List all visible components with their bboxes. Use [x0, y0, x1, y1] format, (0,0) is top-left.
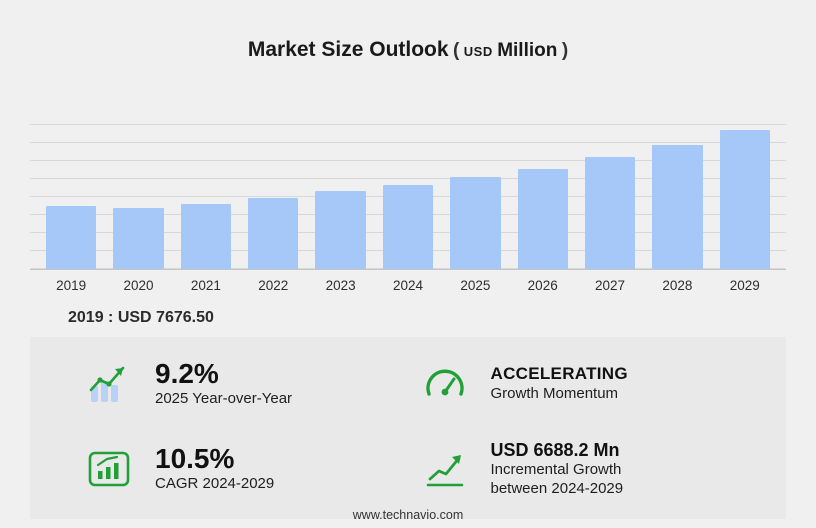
- plot-area: [30, 124, 786, 270]
- bar-col-2025: [450, 124, 501, 269]
- stat-incremental: USD 6688.2 Mn Incremental Growth between…: [421, 439, 757, 499]
- title-unit: Million: [497, 40, 558, 61]
- title-text: Market Size Outlook: [247, 38, 449, 61]
- stats-panel: 9.2% 2025 Year-over-Year ACCELERATING Gr…: [30, 337, 786, 519]
- bar-col-2026: [517, 124, 568, 269]
- website-url: www.technavio.com: [352, 508, 464, 522]
- x-tick-2021: 2021: [190, 278, 221, 293]
- bar-2026: [517, 168, 568, 269]
- momentum-label: Growth Momentum: [490, 384, 619, 402]
- bar-2022: [248, 197, 299, 269]
- bar-col-2029: [719, 124, 770, 269]
- x-tick-2024: 2024: [392, 278, 423, 293]
- title-paren-open: (: [453, 40, 460, 61]
- yoy-value: 9.2%: [155, 358, 219, 389]
- x-tick-2029: 2029: [729, 278, 760, 293]
- x-tick-2020: 2020: [123, 278, 154, 293]
- bar-2024: [382, 184, 434, 269]
- speedometer-icon: [421, 360, 469, 408]
- bar-col-2024: [382, 124, 434, 269]
- x-tick-2027: 2027: [595, 278, 626, 293]
- momentum-value: ACCELERATING: [490, 364, 628, 384]
- x-axis-labels: 2019 2020 2021 2022 2023 2024 2025 2026 2027 2028…: [30, 270, 786, 293]
- cagr-value: 10.5%: [155, 442, 235, 474]
- bar-col-2021: [180, 124, 232, 269]
- incremental-label: Incremental Growth between 2024-2029: [490, 461, 624, 497]
- bar-2019: [46, 206, 97, 269]
- growth-line-icon: [421, 445, 469, 493]
- bar-chart: 2019 2020 2021 2022 2023 2024 2025 2026 2027 2028…: [30, 124, 786, 293]
- cagr-chart-icon: [85, 445, 133, 493]
- bar-col-2022: [248, 124, 299, 269]
- stat-cagr: 10.5% CAGR 2024-2029: [85, 439, 421, 499]
- bar-2021: [180, 204, 232, 269]
- bar-col-2028: [652, 124, 703, 269]
- bar-col-2020: [113, 124, 164, 269]
- bar-2025: [450, 177, 501, 269]
- x-tick-2028: 2028: [662, 278, 693, 293]
- yoy-label: 2025 Year-over-Year: [155, 389, 293, 407]
- title-currency: USD: [463, 44, 493, 59]
- bar-2023: [315, 190, 366, 269]
- x-tick-2019: 2019: [56, 278, 87, 293]
- yoy-bar-chart-icon: [85, 360, 133, 408]
- x-tick-2026: 2026: [527, 278, 558, 293]
- bar-col-2023: [315, 124, 366, 269]
- bar-2029: [719, 130, 770, 269]
- bar-2028: [652, 144, 703, 269]
- stat-yoy: 9.2% 2025 Year-over-Year: [85, 358, 421, 409]
- x-tick-2022: 2022: [258, 278, 289, 293]
- bar-col-2019: [46, 124, 97, 269]
- incremental-value: USD 6688.2 Mn: [490, 439, 620, 460]
- x-tick-2025: 2025: [460, 278, 491, 293]
- bar-2027: [584, 156, 636, 269]
- bar-col-2027: [584, 124, 636, 269]
- page-title: Market Size Outlook ( USD Million ): [0, 0, 816, 62]
- bar-2020: [113, 208, 164, 269]
- x-tick-2023: 2023: [325, 278, 356, 293]
- cagr-label: CAGR 2024-2029: [155, 474, 275, 492]
- base-year-value: 2019 : USD 7676.50: [68, 309, 214, 326]
- title-paren-close: ): [561, 40, 569, 61]
- stat-momentum: ACCELERATING Growth Momentum: [421, 359, 757, 409]
